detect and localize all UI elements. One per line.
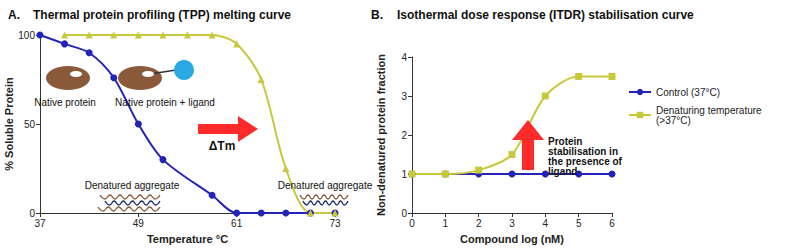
svg-text:100: 100 [18, 30, 35, 41]
svg-text:37: 37 [34, 218, 46, 229]
svg-text:A.: A. [8, 8, 20, 22]
svg-text:49: 49 [133, 218, 145, 229]
svg-text:0: 0 [409, 218, 415, 229]
svg-text:(>37°C): (>37°C) [656, 115, 691, 126]
svg-text:1: 1 [443, 218, 449, 229]
svg-text:Temperature °C: Temperature °C [147, 233, 228, 245]
svg-text:50: 50 [24, 119, 36, 130]
svg-text:Denaturing temperature: Denaturing temperature [656, 104, 765, 116]
svg-text:ΔTm: ΔTm [209, 139, 236, 153]
svg-text:B.: B. [371, 8, 383, 22]
svg-text:0: 0 [401, 208, 407, 219]
svg-text:the presence of: the presence of [548, 155, 625, 167]
svg-text:4: 4 [401, 52, 407, 63]
svg-text:Non-denatured protein fraction: Non-denatured protein fraction [375, 54, 387, 216]
svg-text:61: 61 [231, 218, 243, 229]
svg-text:stabilisation in: stabilisation in [548, 145, 621, 157]
svg-text:Denatured aggregate: Denatured aggregate [278, 180, 373, 191]
svg-text:3: 3 [401, 91, 407, 102]
svg-text:2: 2 [476, 218, 482, 229]
svg-text:6: 6 [609, 218, 615, 229]
svg-text:3: 3 [509, 218, 515, 229]
svg-text:% Soluble Protein: % Soluble Protein [3, 77, 15, 171]
svg-text:Denatured aggregate: Denatured aggregate [85, 180, 180, 191]
svg-text:4: 4 [543, 218, 549, 229]
svg-text:2: 2 [401, 130, 407, 141]
svg-text:Thermal protein profiling (TPP: Thermal protein profiling (TPP) melting … [33, 8, 291, 22]
svg-text:Native protein + ligand: Native protein + ligand [115, 97, 215, 108]
svg-text:5: 5 [576, 218, 582, 229]
svg-text:0: 0 [29, 207, 35, 219]
svg-text:Control (37°C): Control (37°C) [656, 87, 720, 98]
svg-text:Protein: Protein [548, 135, 586, 147]
svg-text:Compound log (nM): Compound log (nM) [460, 233, 564, 245]
svg-text:73: 73 [329, 218, 341, 229]
svg-text:1: 1 [401, 169, 407, 180]
svg-text:ligand: ligand [548, 166, 577, 177]
svg-text:Native protein: Native protein [34, 97, 96, 108]
svg-text:Isothermal dose response (ITDR: Isothermal dose response (ITDR) stabilis… [397, 8, 694, 22]
